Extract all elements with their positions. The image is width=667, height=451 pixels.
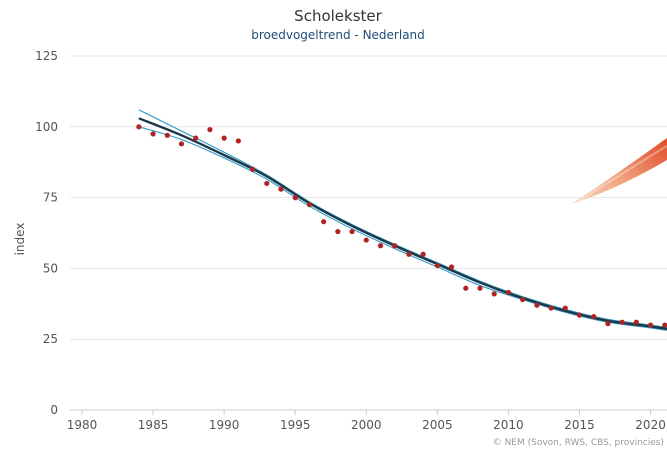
y-tick-label: 25 [43,332,58,346]
data-point [420,251,426,257]
data-point [647,322,654,328]
y-tick-label: 100 [35,120,58,134]
chart-subtitle: broedvogeltrend - Nederland [251,28,425,42]
data-point [193,135,199,141]
x-tick-label: 1995 [280,418,311,432]
x-tick-label: 1990 [209,418,240,432]
x-tick-label: 2000 [351,418,382,432]
data-point [591,313,597,320]
data-point [363,237,369,243]
data-point [235,138,241,144]
data-point [434,262,440,269]
data-point [548,305,554,311]
data-point [278,186,284,192]
data-point [249,166,256,172]
y-tick-label: 125 [35,49,58,63]
data-point [136,124,142,130]
data-point [292,195,298,201]
data-point [335,228,341,235]
x-tick-labels: 1980 1985 1990 1995 2000 2005 2010 2015 2020 [67,410,666,432]
data-point [264,180,270,187]
y-tick-label: 75 [43,191,58,205]
data-point [448,264,455,270]
data-point [619,319,625,325]
data-point [306,202,313,208]
data-point [463,285,469,291]
data-point [164,132,170,138]
data-point [477,285,483,291]
data-point [505,289,512,296]
chart-title: Scholekster [294,7,382,25]
data-point [633,319,639,325]
data-point [150,131,156,137]
x-tick-label: 2020 [635,418,666,432]
data-point [520,296,526,303]
grid-lines [70,55,667,411]
x-tick-label: 2015 [564,418,595,432]
series-lower-bound [138,126,667,331]
chart-credit: © NEM (Sovon, RWS, CBS, provincies) [493,438,664,448]
data-point [349,228,355,235]
data-point [178,141,185,147]
series-upper-bound [138,109,667,329]
data-point [562,305,568,311]
x-tick-label: 2010 [493,418,524,432]
data-point [321,219,327,225]
data-point [221,135,227,141]
series-trend-line [138,117,667,331]
data-point [534,302,540,308]
x-tick-label: 1985 [138,418,169,432]
y-tick-labels: 0 25 50 75 100 125 [35,49,58,417]
series-layer [136,109,667,331]
x-tick-label: 2005 [422,418,453,432]
data-point [392,243,398,249]
data-point [207,127,213,133]
data-point [406,251,412,257]
x-tick-label: 1980 [67,418,98,432]
data-point [662,322,667,328]
data-point [576,312,583,318]
pencil-icon [571,138,667,204]
y-tick-label: 50 [43,261,58,275]
y-tick-label: 0 [50,403,58,417]
data-point [491,291,497,297]
data-point [605,321,611,327]
data-point [377,243,384,249]
y-axis-label: index [13,223,27,256]
